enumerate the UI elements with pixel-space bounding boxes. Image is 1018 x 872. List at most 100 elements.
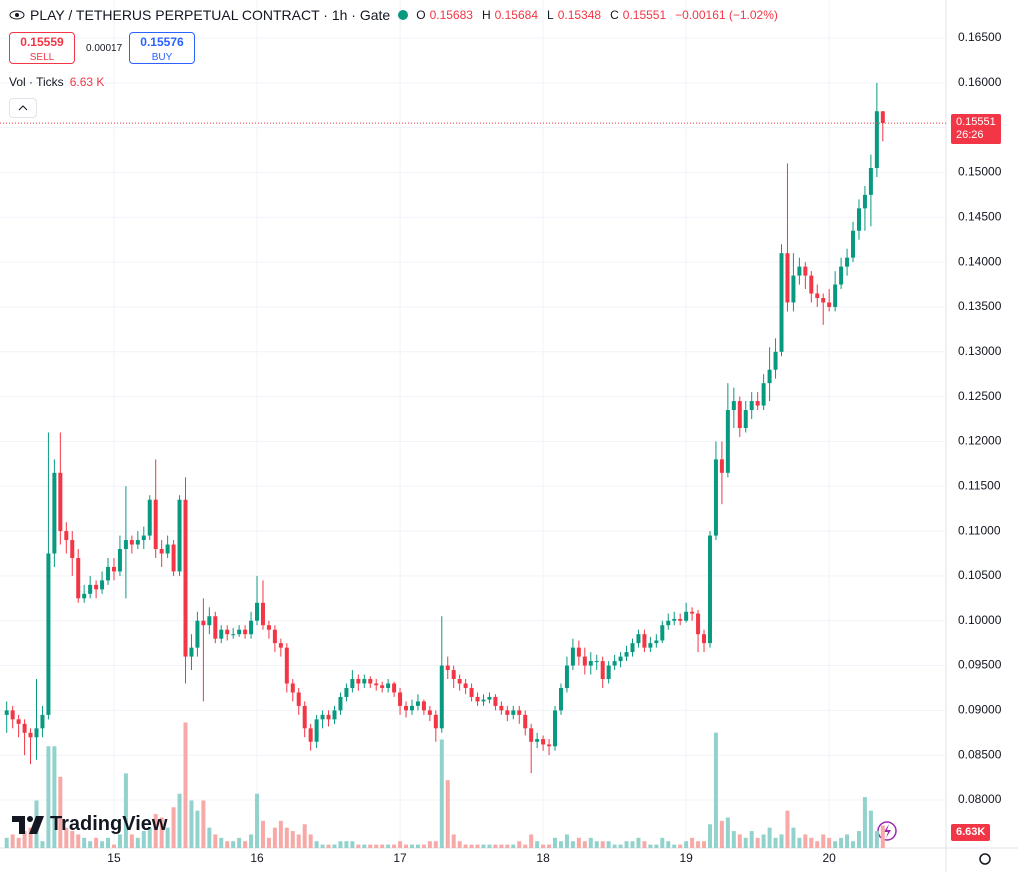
eye-icon[interactable] xyxy=(8,9,26,21)
candle-body xyxy=(606,665,611,680)
candle-body xyxy=(52,472,57,554)
volume-bar xyxy=(10,834,15,848)
candle-body xyxy=(553,710,558,747)
candle-body xyxy=(618,656,623,662)
y-tick-label: 0.16500 xyxy=(958,30,1002,44)
candle-body xyxy=(713,459,718,536)
volume-bar xyxy=(654,844,659,848)
volume-bar xyxy=(529,834,534,848)
y-tick-label: 0.10000 xyxy=(958,613,1002,627)
candle-body xyxy=(350,679,355,688)
volume-bar xyxy=(803,834,808,848)
volume-bar xyxy=(147,827,152,848)
volume-bar xyxy=(255,793,260,848)
candle-body xyxy=(874,111,879,169)
y-tick-label: 0.14000 xyxy=(958,254,1002,268)
volume-bar xyxy=(46,746,51,848)
candle-body xyxy=(278,643,283,648)
settings-icon[interactable] xyxy=(979,853,991,865)
collapse-button[interactable] xyxy=(9,98,37,118)
volume-bar xyxy=(445,780,450,848)
buy-button[interactable]: 0.15576 BUY xyxy=(129,32,195,64)
candle-body xyxy=(582,656,587,666)
candle-body xyxy=(147,499,152,536)
chevron xyxy=(18,105,28,111)
volume-bar xyxy=(82,837,87,848)
change: −0.00161 (−1.02%) xyxy=(675,8,778,22)
volume-bar xyxy=(183,722,188,848)
volume-bar xyxy=(457,841,462,848)
candle-body xyxy=(16,719,21,724)
y-tick-label: 0.16000 xyxy=(958,75,1002,89)
volume-bar xyxy=(159,817,164,848)
candle-body xyxy=(433,714,438,729)
candle-body xyxy=(177,499,182,572)
candle-body xyxy=(797,266,802,276)
header: PLAY / TETHERUS PERPETUAL CONTRACT · 1h … xyxy=(8,7,783,23)
y-tick-label: 0.09000 xyxy=(958,703,1002,717)
candle-body xyxy=(320,714,325,720)
volume-bar xyxy=(344,841,349,848)
candle-body xyxy=(576,647,581,657)
candle-body xyxy=(856,208,861,231)
candle-body xyxy=(64,531,69,541)
volume-bar xyxy=(707,824,712,848)
ohlc-key: L xyxy=(547,8,554,22)
candle-body xyxy=(195,620,200,648)
volume-bar xyxy=(493,844,498,848)
candle-body xyxy=(94,584,99,590)
candle-body xyxy=(755,401,760,406)
y-tick-label: 0.12000 xyxy=(958,434,1002,448)
volume-bar xyxy=(40,841,45,848)
y-tick-label: 0.13000 xyxy=(958,344,1002,358)
candle-body xyxy=(690,611,695,614)
volume-bar xyxy=(58,776,63,848)
x-tick-label: 15 xyxy=(107,851,121,865)
volume-bar xyxy=(785,810,790,848)
candle-body xyxy=(624,652,629,657)
volume-bar xyxy=(570,841,575,848)
candle-body xyxy=(451,670,456,680)
volume-bar xyxy=(827,837,832,848)
candle-body xyxy=(189,647,194,657)
volume-bar xyxy=(862,797,867,848)
ohlc-key: O xyxy=(416,8,426,22)
candle-body xyxy=(719,459,724,473)
sell-button[interactable]: 0.15559 SELL xyxy=(9,32,75,64)
y-tick-label: 0.13500 xyxy=(958,299,1002,313)
volume-bar xyxy=(111,844,116,848)
candle-body xyxy=(213,616,218,639)
candle-body xyxy=(684,611,689,621)
volume-bar xyxy=(505,844,510,848)
volume-bar xyxy=(797,837,802,848)
volume-bar xyxy=(338,841,343,848)
candle-body xyxy=(803,266,808,276)
volume-bar xyxy=(207,827,212,848)
volume-label: Vol · Ticks xyxy=(9,75,64,89)
volume-bar xyxy=(690,837,695,848)
candle-body xyxy=(547,744,552,747)
candle-body xyxy=(415,701,420,706)
candle-body xyxy=(34,728,39,738)
candle-body xyxy=(374,683,379,686)
volume-bar xyxy=(666,841,671,848)
volume-bar xyxy=(648,844,653,848)
volume-bar xyxy=(880,825,885,848)
volume-bar xyxy=(433,841,438,848)
candle-body xyxy=(761,383,766,406)
candle-body xyxy=(505,710,510,715)
volume-bar xyxy=(463,844,468,848)
ohlc-value: 0.15683 xyxy=(429,8,473,22)
candle-body xyxy=(839,266,844,285)
volume-bar xyxy=(612,844,617,848)
candle-body xyxy=(731,401,736,411)
x-tick-label: 16 xyxy=(250,851,264,865)
candle-body xyxy=(558,687,563,711)
candle-body xyxy=(4,710,9,715)
ohlc-value: 0.15551 xyxy=(622,8,667,22)
candle-body xyxy=(338,696,343,711)
candle-body xyxy=(201,620,206,626)
buy-price: 0.15576 xyxy=(140,35,184,49)
candle-body xyxy=(636,634,641,644)
candle-body xyxy=(398,692,403,706)
